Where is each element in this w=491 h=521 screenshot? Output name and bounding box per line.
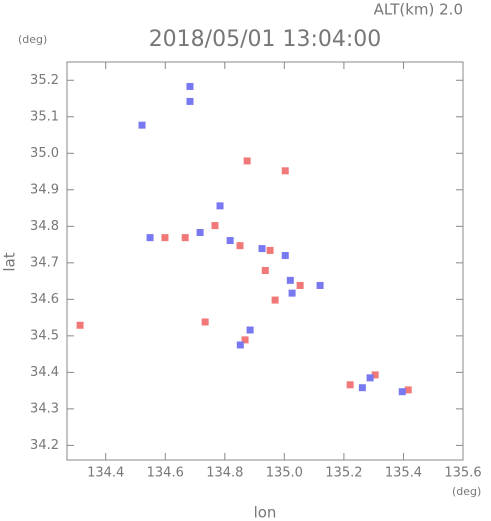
y-tick-label: 34.2 <box>30 438 59 453</box>
x-tick-label: 135.2 <box>325 466 362 481</box>
echo-point <box>398 388 406 396</box>
echo-point <box>236 242 244 250</box>
y-axis-label: lat <box>1 252 19 271</box>
echo-point <box>76 321 84 329</box>
echo-point <box>288 289 296 297</box>
echo-point <box>281 167 289 175</box>
echo-point <box>281 252 289 260</box>
echo-point <box>226 237 234 245</box>
y-unit: (deg) <box>18 33 47 46</box>
echo-point <box>366 374 374 382</box>
x-tick-label: 135.4 <box>385 466 422 481</box>
echo-point <box>241 336 249 344</box>
echo-point <box>316 281 324 289</box>
echo-point <box>346 381 354 389</box>
x-axis-label: lon <box>254 504 277 521</box>
y-tick-label: 34.4 <box>30 365 59 380</box>
echo-point <box>181 234 189 242</box>
echo-point <box>161 234 169 242</box>
echo-point <box>186 82 194 90</box>
echo-point <box>261 266 269 274</box>
echo-point <box>266 246 274 254</box>
subtitle: ALT(km) 2.0 <box>374 1 463 19</box>
y-tick-label: 35.2 <box>30 73 59 88</box>
echo-point <box>286 276 294 284</box>
echo-point <box>196 229 204 237</box>
echo-point <box>404 386 412 394</box>
x-tick-label: 134.4 <box>87 466 124 481</box>
y-tick-label: 35.0 <box>30 146 59 161</box>
chart-title: 2018/05/01 13:04:00 <box>149 27 382 52</box>
y-tick-label: 34.7 <box>30 255 59 270</box>
echo-point <box>201 318 209 326</box>
echo-point <box>258 245 266 253</box>
echo-point <box>243 157 251 165</box>
echo-point <box>358 384 366 392</box>
echo-point <box>216 202 224 210</box>
echo-point <box>371 371 379 379</box>
x-unit: (deg) <box>452 485 481 498</box>
echo-point <box>186 97 194 105</box>
echo-point <box>146 234 154 242</box>
y-tick-label: 35.1 <box>30 109 59 124</box>
plot-frame <box>66 61 464 461</box>
y-tick-label: 34.6 <box>30 292 59 307</box>
echo-point <box>236 341 244 349</box>
x-tick-label: 135.6 <box>444 466 481 481</box>
echo-point <box>138 121 146 129</box>
y-tick-label: 34.9 <box>30 182 59 197</box>
echo-point <box>296 281 304 289</box>
echo-point <box>211 222 219 230</box>
x-tick-label: 134.8 <box>206 466 243 481</box>
echo-point <box>271 296 279 304</box>
x-tick-label: 134.6 <box>147 466 184 481</box>
x-tick-label: 135.0 <box>266 466 303 481</box>
y-tick-label: 34.5 <box>30 328 59 343</box>
y-tick-label: 34.3 <box>30 401 59 416</box>
echo-point <box>246 326 254 334</box>
y-tick-label: 34.8 <box>30 219 59 234</box>
